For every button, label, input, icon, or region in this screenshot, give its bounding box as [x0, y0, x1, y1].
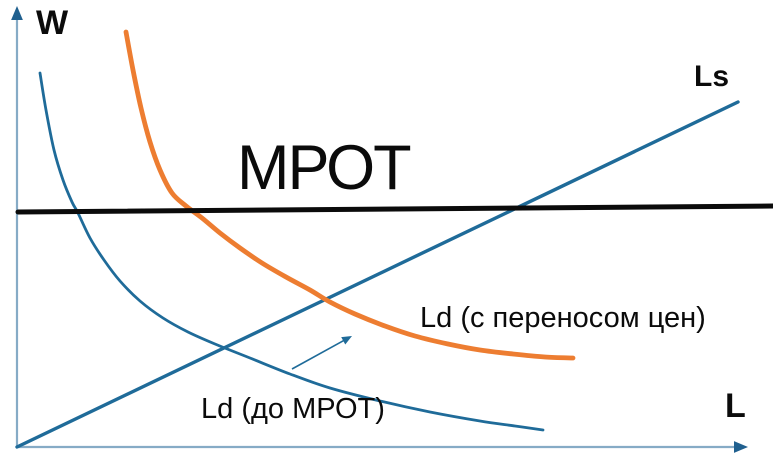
demand-after-label: Ld (с переносом цен) — [420, 302, 706, 334]
minimum-wage-label: МРОТ — [237, 133, 412, 203]
labor-supply-curve — [15, 100, 740, 449]
shift-arrow — [291, 339, 346, 370]
supply-curve-label: Ls — [694, 60, 730, 93]
demand-before-label: Ld (до МРОТ) — [201, 393, 385, 425]
minimum-wage-line-curve — [15, 203, 773, 215]
x-axis-arrow-icon — [734, 441, 748, 453]
labor-demand-before-curve — [38, 71, 545, 432]
x-axis-label: L — [725, 387, 746, 425]
y-axis-label: W — [36, 4, 69, 42]
y-axis-arrow-icon — [11, 6, 23, 20]
labor-demand-after-curve — [123, 29, 576, 361]
shift-arrow-head-icon — [341, 336, 352, 345]
